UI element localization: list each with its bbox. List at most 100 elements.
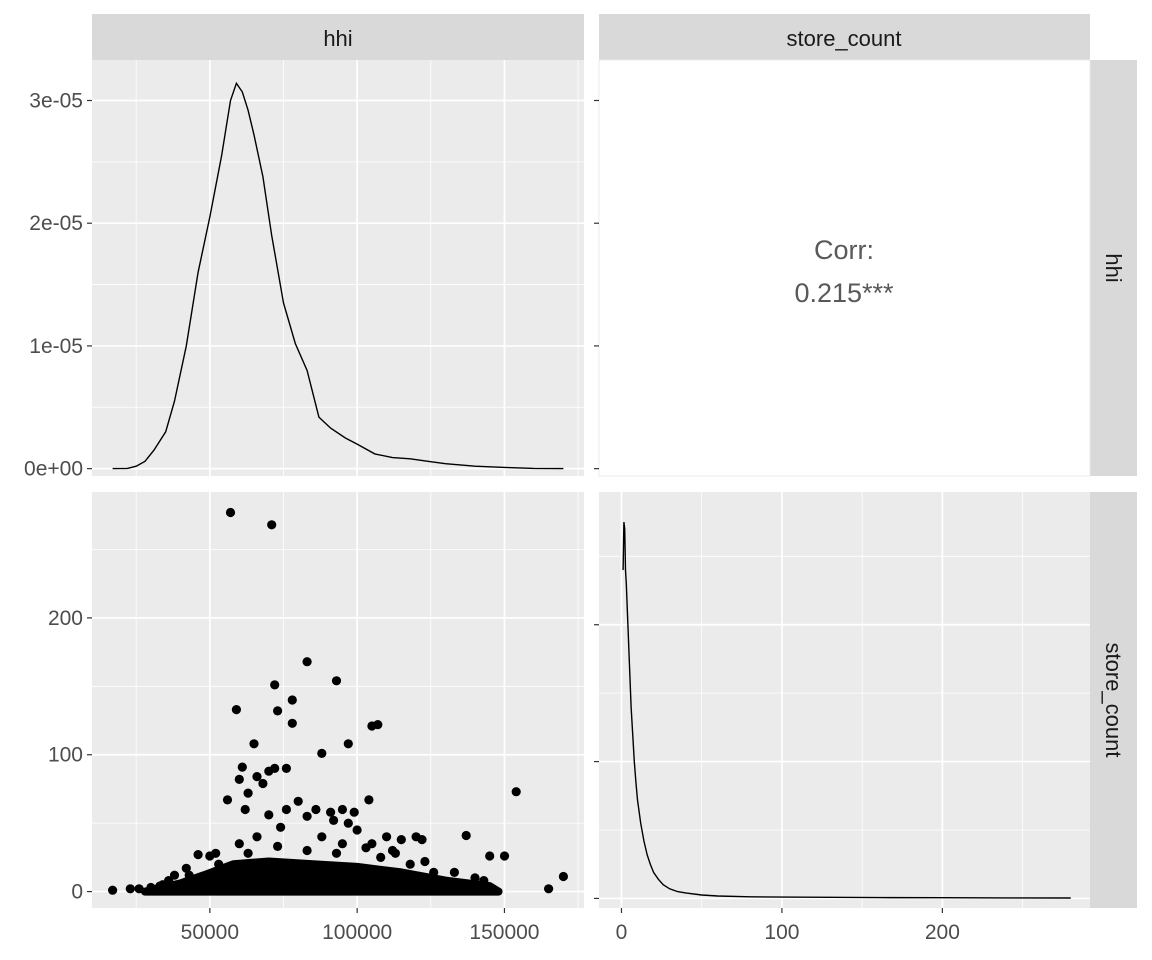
scatter-point-89 (479, 876, 489, 886)
scatter-point-50 (234, 839, 244, 849)
scatter-point-65 (455, 882, 465, 893)
scatter-point-76 (367, 876, 377, 886)
scatter-point-2 (302, 657, 312, 667)
strip-col-store-count (599, 14, 1090, 60)
scatter-point-27 (240, 804, 250, 815)
scatter-point-11 (249, 739, 259, 749)
hhi-density-y-tick-label-2: 2e-05 (29, 212, 83, 235)
scatter-point-79 (199, 882, 209, 893)
corr-label: Corr: (814, 235, 874, 265)
scatter-point-64 (470, 873, 480, 883)
scatter-point-88 (464, 884, 474, 894)
store-count-density-line (622, 522, 1071, 899)
scatter-point-23 (222, 795, 233, 805)
scatter-point-87 (435, 878, 445, 889)
scatter-point-67 (429, 867, 439, 878)
scatter-point-46 (317, 832, 327, 842)
scatter-point-99 (184, 870, 194, 880)
scatter-point-78 (426, 882, 436, 893)
scatter-point-0 (225, 507, 236, 518)
scatter-point-69 (376, 852, 386, 863)
scatter-point-63 (558, 871, 569, 882)
scatter-point-28 (311, 804, 321, 815)
scatter-point-12 (343, 739, 353, 749)
scatter-point-53 (499, 851, 510, 861)
scatter-point-55 (169, 870, 180, 880)
strip-row-store-count-label: store_count (1101, 643, 1126, 758)
scatter-point-96 (273, 841, 283, 852)
scatter-point-77 (396, 880, 406, 890)
panel-correlation (598, 59, 1091, 477)
scatter-point-7 (273, 706, 283, 716)
panel-hhi-density (92, 60, 584, 476)
scatter-point-94 (331, 848, 342, 858)
scatter-point-98 (214, 859, 224, 869)
scatter-point-71 (220, 866, 230, 876)
scatter-point-13 (317, 748, 327, 759)
scatter-point-29 (326, 807, 336, 817)
scatter-x-tick-label-2: 150000 (469, 921, 539, 944)
scatter-point-93 (361, 843, 371, 853)
scatter-point-68 (405, 859, 415, 869)
scatter-point-60 (125, 884, 135, 894)
scatter-point-17 (281, 763, 291, 774)
scatter-point-80 (228, 880, 238, 890)
scatter-point-84 (346, 882, 356, 893)
scatter-point-51 (252, 832, 262, 842)
scatter-point-22 (511, 787, 521, 797)
scatter-point-35 (343, 818, 353, 828)
scatter-point-6 (231, 705, 241, 715)
scatter-point-39 (396, 835, 406, 845)
scatter-point-61 (108, 885, 118, 895)
scatter-y-tick-label-1: 100 (48, 744, 83, 767)
scatter-point-85 (376, 884, 386, 894)
scatter-point-54 (181, 863, 191, 873)
scatter-point-82 (287, 881, 297, 891)
scatter-point-95 (302, 845, 312, 856)
scatter-y-tick-label-2: 200 (48, 607, 83, 630)
scatter-point-33 (302, 811, 312, 821)
scatter-point-34 (329, 815, 339, 826)
scatter-point-45 (337, 839, 347, 849)
scatter-point-1 (267, 520, 277, 530)
scatter-point-74 (308, 870, 318, 880)
hhi-density-y-tick-label-0: 0e+00 (24, 458, 83, 481)
scatter-point-21 (243, 788, 253, 798)
corr-value: 0.215*** (794, 278, 894, 308)
panel-store-count-density (599, 492, 1090, 908)
store-count-density-x-tick-label-1: 100 (764, 921, 799, 944)
scatter-point-14 (237, 762, 247, 772)
scatter-point-25 (293, 796, 303, 806)
scatter-point-37 (276, 822, 286, 832)
scatter-point-4 (270, 680, 280, 690)
scatter-point-24 (364, 795, 374, 805)
strip-row-hhi (1090, 60, 1137, 476)
scatter-point-100 (175, 880, 185, 890)
scatter-x-tick-label-1: 100000 (322, 921, 392, 944)
scatter-y-tick-label-0: 0 (71, 881, 83, 904)
scatter-point-38 (382, 832, 392, 842)
scatter-point-70 (190, 876, 200, 886)
scatter-point-49 (211, 848, 221, 858)
scatter-point-18 (252, 772, 262, 782)
scatter-point-42 (417, 835, 427, 845)
strip-col-hhi-label: hhi (323, 26, 352, 51)
hhi-density-y-tick-label-3: 3e-05 (29, 89, 83, 112)
scatter-point-86 (405, 881, 415, 891)
scatter-point-73 (278, 866, 289, 876)
scatter-point-101 (155, 881, 165, 891)
scatter-point-59 (134, 884, 144, 894)
scatter-point-5 (287, 695, 297, 705)
scatter-point-8 (287, 718, 297, 728)
scatter-point-3 (331, 676, 342, 686)
scatter-x-tick-label-0: 50000 (181, 921, 239, 944)
scatter-point-36 (352, 825, 362, 835)
strip-col-store-count-label: store_count (787, 26, 902, 51)
scatter-point-20 (258, 778, 268, 789)
scatter-point-91 (420, 856, 430, 867)
strip-row-store-count (1090, 492, 1137, 908)
axes-layer: 0e+00 1e-05 2e-05 3e-05 50000 100000 150000 0 10… (24, 89, 960, 944)
scatter-point-30 (337, 804, 347, 815)
marks-layer (108, 81, 1071, 899)
scatter-point-31 (349, 807, 359, 817)
